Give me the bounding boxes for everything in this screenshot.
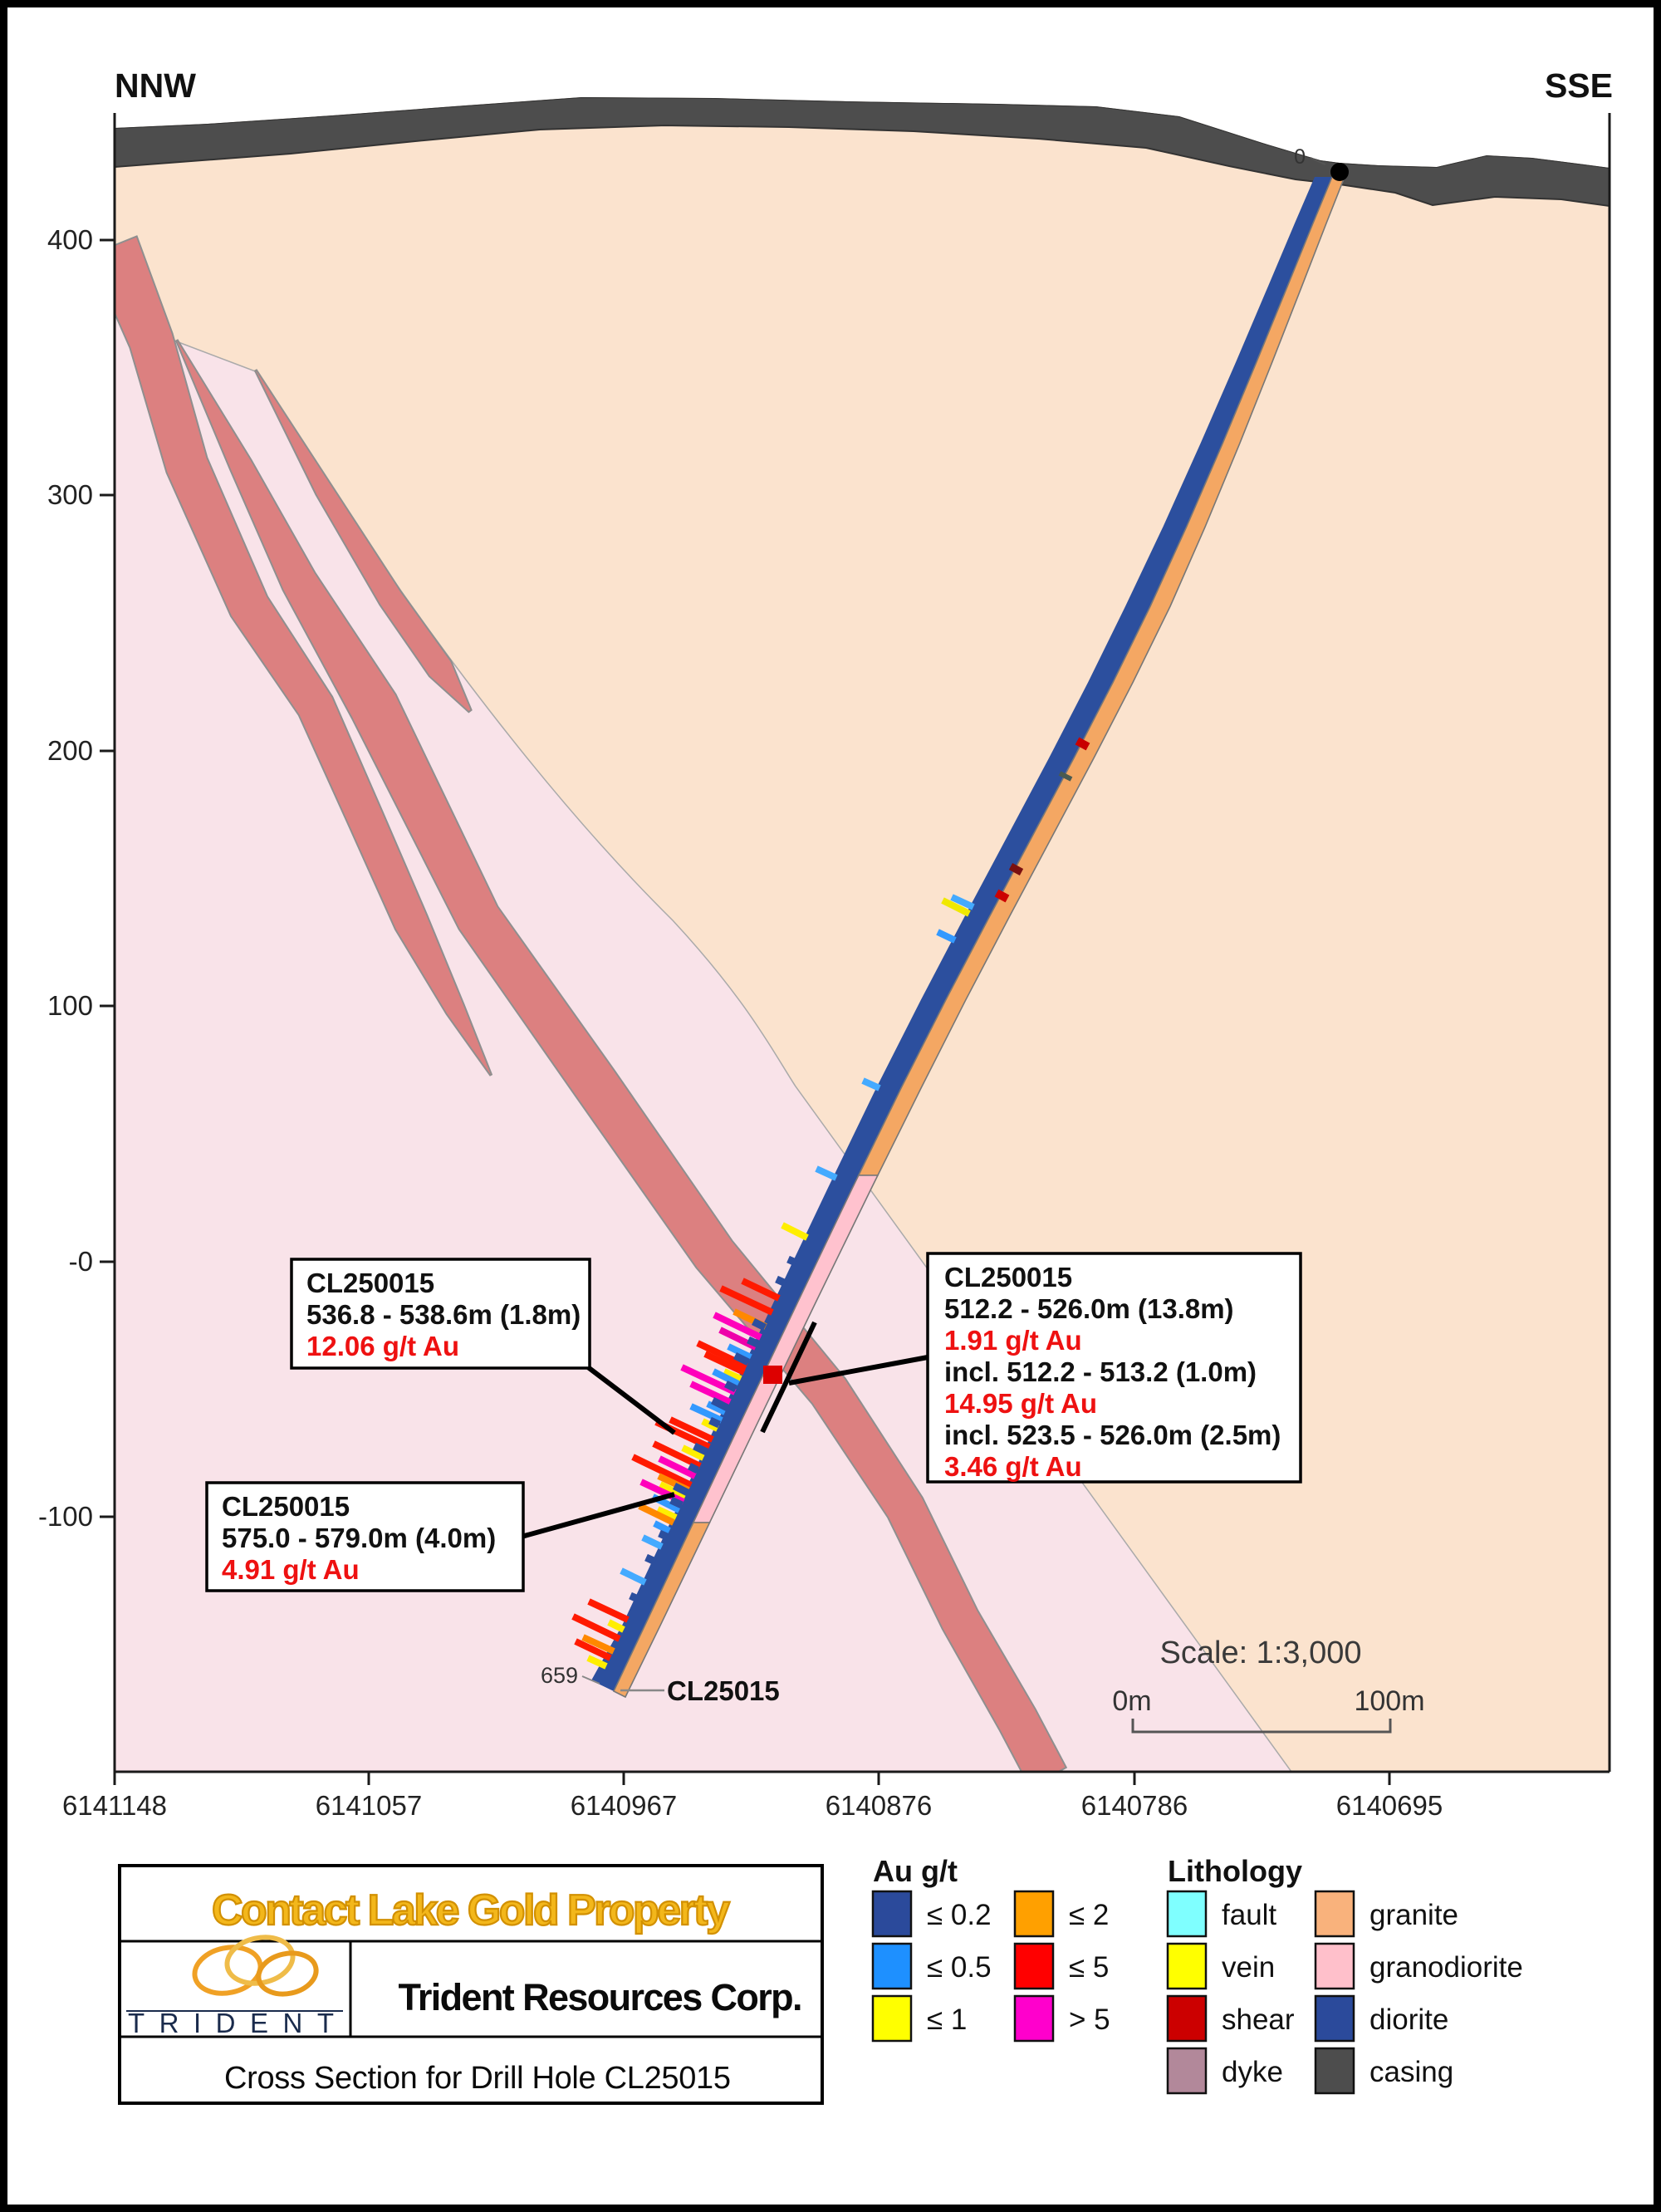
svg-text:400: 400	[47, 224, 93, 255]
svg-text:4.91 g/t Au: 4.91 g/t Au	[222, 1554, 360, 1585]
svg-text:incl. 512.2 - 513.2 (1.0m): incl. 512.2 - 513.2 (1.0m)	[944, 1356, 1257, 1387]
svg-text:659: 659	[541, 1663, 578, 1688]
svg-text:fault: fault	[1222, 1899, 1276, 1931]
svg-text:575.0 - 579.0m (4.0m): 575.0 - 579.0m (4.0m)	[222, 1523, 496, 1553]
svg-text:Cross Section for Drill Hole C: Cross Section for Drill Hole CL25015	[224, 2061, 731, 2096]
svg-text:1.91 g/t Au: 1.91 g/t Au	[944, 1325, 1082, 1356]
svg-text:536.8 - 538.6m (1.8m): 536.8 - 538.6m (1.8m)	[306, 1299, 581, 1330]
svg-text:≤ 5: ≤ 5	[1069, 1951, 1109, 1984]
svg-text:200: 200	[47, 735, 93, 766]
svg-text:6141148: 6141148	[62, 1790, 167, 1821]
svg-text:CL250015: CL250015	[306, 1268, 434, 1298]
svg-text:6141057: 6141057	[316, 1790, 422, 1821]
svg-text:300: 300	[47, 479, 93, 510]
svg-text:Scale: 1:3,000: Scale: 1:3,000	[1160, 1636, 1362, 1670]
svg-text:CL25015: CL25015	[667, 1675, 780, 1706]
svg-text:6140876: 6140876	[826, 1790, 932, 1821]
svg-text:Au g/t: Au g/t	[873, 1854, 958, 1888]
svg-text:3.46 g/t Au: 3.46 g/t Au	[944, 1451, 1082, 1482]
svg-text:≤ 1: ≤ 1	[927, 2004, 967, 2036]
svg-text:≤ 2: ≤ 2	[1069, 1899, 1109, 1931]
svg-text:100m: 100m	[1354, 1685, 1424, 1717]
svg-text:14.95 g/t Au: 14.95 g/t Au	[944, 1388, 1097, 1419]
svg-text:Contact Lake Gold Property: Contact Lake Gold Property	[212, 1886, 730, 1935]
svg-text:incl. 523.5 - 526.0m (2.5m): incl. 523.5 - 526.0m (2.5m)	[944, 1420, 1281, 1450]
svg-text:≤ 0.5: ≤ 0.5	[927, 1951, 992, 1984]
svg-text:6140695: 6140695	[1336, 1790, 1443, 1821]
svg-text:12.06 g/t Au: 12.06 g/t Au	[306, 1331, 459, 1361]
svg-text:> 5: > 5	[1069, 2004, 1110, 2036]
svg-text:dyke: dyke	[1222, 2056, 1283, 2088]
svg-text:TRIDENT: TRIDENT	[128, 2008, 342, 2038]
svg-text:0m: 0m	[1112, 1685, 1151, 1717]
svg-text:≤ 0.2: ≤ 0.2	[927, 1899, 992, 1931]
svg-text:diorite: diorite	[1369, 2004, 1448, 2036]
svg-text:0: 0	[1294, 145, 1306, 169]
svg-text:512.2 - 526.0m (13.8m): 512.2 - 526.0m (13.8m)	[944, 1293, 1234, 1324]
svg-text:6140786: 6140786	[1081, 1790, 1188, 1821]
svg-text:Lithology: Lithology	[1168, 1854, 1302, 1888]
svg-text:NNW: NNW	[115, 66, 196, 105]
svg-text:CL250015: CL250015	[222, 1491, 350, 1522]
svg-text:casing: casing	[1369, 2056, 1453, 2088]
svg-text:shear: shear	[1222, 2004, 1295, 2036]
svg-text:CL250015: CL250015	[944, 1262, 1072, 1292]
svg-text:granite: granite	[1369, 1899, 1458, 1931]
svg-text:Trident Resources Corp.: Trident Resources Corp.	[399, 1976, 803, 2018]
svg-text:vein: vein	[1222, 1951, 1275, 1984]
svg-text:SSE: SSE	[1545, 66, 1613, 105]
svg-text:-0: -0	[69, 1246, 93, 1277]
svg-text:-100: -100	[38, 1501, 93, 1532]
svg-text:100: 100	[47, 990, 93, 1021]
svg-text:6140967: 6140967	[571, 1790, 677, 1821]
svg-text:granodiorite: granodiorite	[1369, 1951, 1523, 1984]
